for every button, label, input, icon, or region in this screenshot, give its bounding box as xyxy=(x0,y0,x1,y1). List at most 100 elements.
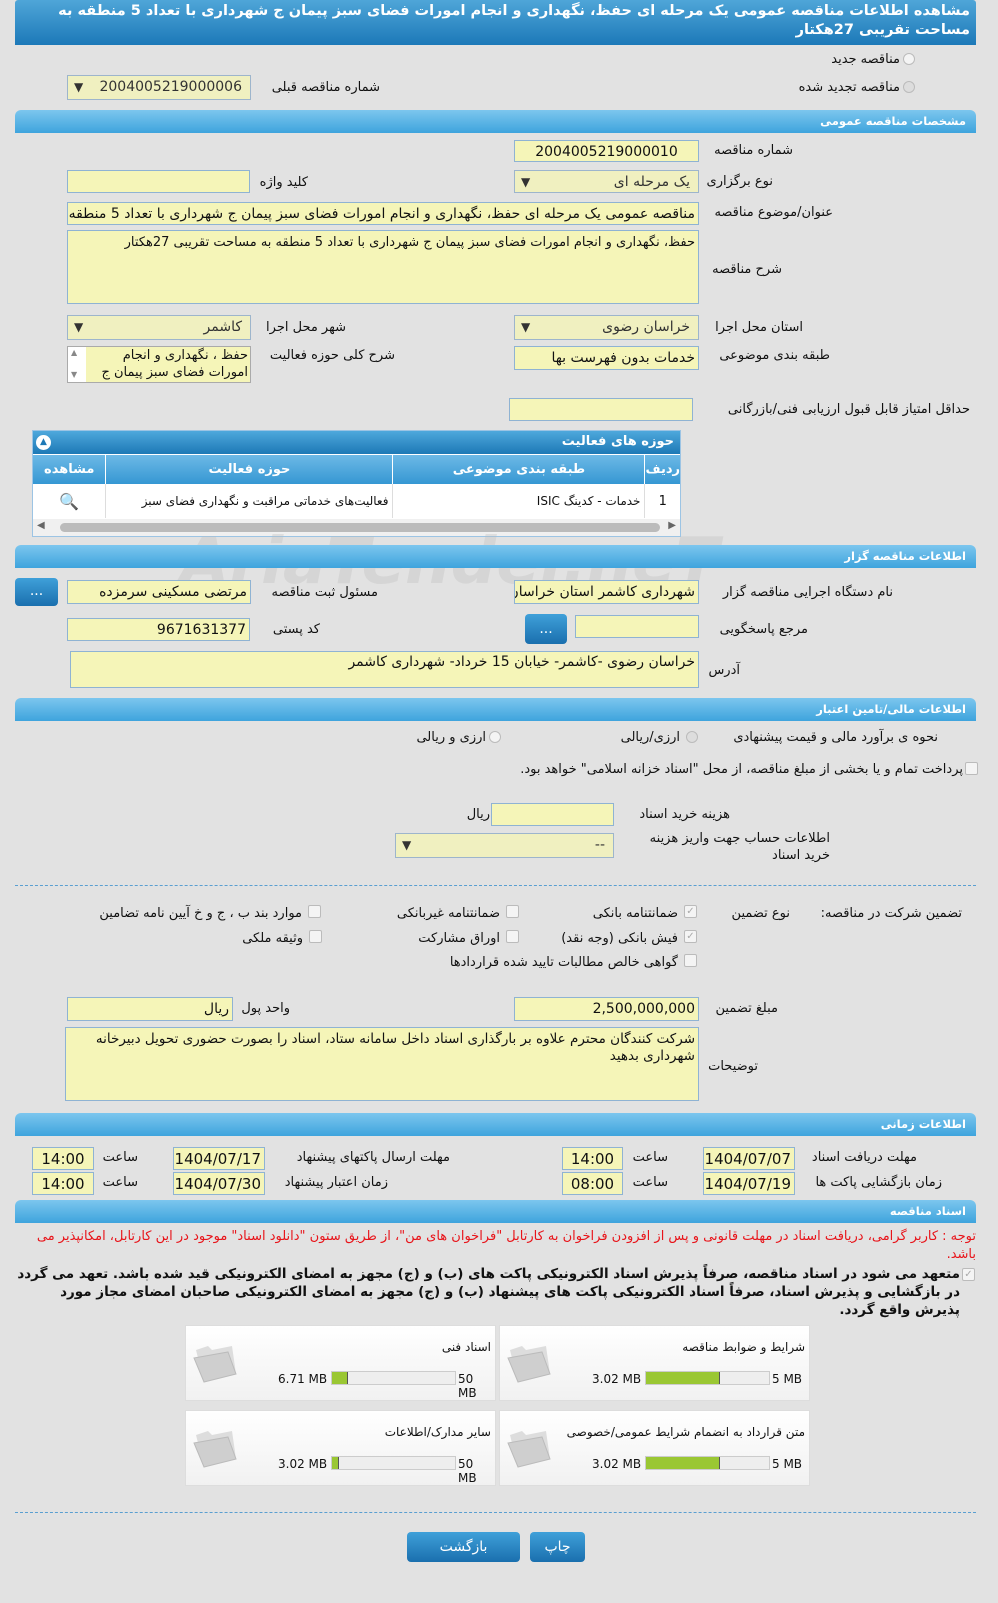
folder-icon[interactable] xyxy=(506,1340,554,1384)
doc-used-size: 3.02 MB xyxy=(592,1457,642,1471)
tender-number-field[interactable]: 2004005219000010 xyxy=(514,140,699,162)
account-label: اطلاعات حساب جهت واریز هزینه خرید اسناد xyxy=(649,831,830,863)
city-select[interactable]: کاشمر ▼ xyxy=(67,315,251,340)
estimate-rial-radio[interactable] xyxy=(686,731,698,743)
scroll-up-icon[interactable]: ▲ xyxy=(71,348,78,357)
responsible-field[interactable]: مرتضی مسکینی سرمزده xyxy=(67,580,251,604)
property-label: وثیقه ملکی xyxy=(242,931,303,946)
submit-label: مهلت ارسال پاکتهای پیشنهاد xyxy=(296,1150,450,1165)
org-field[interactable]: شهرداری کاشمر استان خراسان رضوی xyxy=(514,580,699,604)
col-area[interactable]: حوزه فعالیت xyxy=(105,455,393,484)
notes-textarea[interactable]: شرکت کنندگان محترم علاوه بر بارگذاری اسن… xyxy=(65,1027,699,1101)
keyword-field[interactable] xyxy=(67,170,250,193)
doc-usage-fill xyxy=(646,1457,721,1469)
doc-used-size: 3.02 MB xyxy=(278,1457,328,1471)
scroll-down-icon[interactable]: ▼ xyxy=(71,370,78,379)
print-button[interactable]: چاپ xyxy=(530,1532,585,1562)
holding-type-select[interactable]: یک مرحله ای ▼ xyxy=(514,170,699,193)
guarantee-amount-field[interactable]: 2,500,000,000 xyxy=(514,997,699,1021)
cash-receipt-checkbox[interactable]: ✓ xyxy=(684,930,697,943)
validity-time[interactable]: 14:00 xyxy=(32,1172,94,1195)
guarantee-amount-label: مبلغ تضمین xyxy=(715,1001,778,1016)
opening-time[interactable]: 08:00 xyxy=(562,1172,623,1195)
city-label: شهر محل اجرا xyxy=(266,320,346,335)
description-textarea[interactable]: حفظ، نگهداری و انجام امورات فضای سبز پیم… xyxy=(67,230,699,304)
regulation-items-label: موارد بند ب ، ج و خ آیین نامه تضامین xyxy=(99,906,302,921)
doc-receive-label: مهلت دریافت اسناد xyxy=(811,1150,917,1165)
new-tender-label: مناقصه جدید xyxy=(831,52,900,67)
submit-time[interactable]: 14:00 xyxy=(32,1147,94,1170)
prev-tender-select[interactable]: 2004005219000006 ▼ xyxy=(67,75,251,100)
scroll-right-icon[interactable]: ▶ xyxy=(668,520,676,531)
col-category[interactable]: طبقه بندی موضوعی xyxy=(392,455,645,484)
category-label: طبقه بندی موضوعی xyxy=(719,348,830,363)
general-section-header: مشخصات مناقصه عمومی xyxy=(15,110,976,133)
activity-label: شرح کلی حوزه فعالیت xyxy=(269,348,395,363)
bank-guarantee-checkbox[interactable]: ✓ xyxy=(684,905,697,918)
responsible-more-button[interactable]: ... xyxy=(15,578,58,606)
scroll-left-icon[interactable]: ◀ xyxy=(37,520,45,531)
doc-name: اسناد فنی xyxy=(441,1340,491,1354)
doc-receive-date[interactable]: 1404/07/07 xyxy=(703,1147,795,1170)
currency-field[interactable]: ریال xyxy=(67,997,233,1021)
doc-fee-label: هزینه خرید اسناد xyxy=(639,807,730,822)
finance-section-header: اطلاعات مالی/تامین اعتبار xyxy=(15,698,976,721)
doc-max-size: 5 MB xyxy=(772,1457,803,1471)
hour-label: ساعت xyxy=(102,1175,138,1190)
address-field[interactable]: خراسان رضوی -کاشمر- خیابان 15 خرداد- شهر… xyxy=(70,651,699,688)
subject-field[interactable]: مناقصه عمومی یک مرحله ای حفظ، نگهداری و … xyxy=(67,202,699,225)
submit-date[interactable]: 1404/07/17 xyxy=(173,1147,265,1170)
postal-code-field[interactable]: 9671631377 xyxy=(67,618,250,641)
doc-card[interactable]: سایر مدارک/اطلاعات 50 MB 3.02 MB xyxy=(185,1410,496,1486)
treasury-checkbox[interactable] xyxy=(965,762,978,775)
row-area: فعالیت‌های خدماتی مراقبت و نگهداری فضای … xyxy=(105,484,393,518)
doc-name: سایر مدارک/اطلاعات xyxy=(384,1425,491,1439)
collapse-icon[interactable]: ▲ xyxy=(36,435,51,450)
doc-card[interactable]: شرایط و ضوابط مناقصه 5 MB 3.02 MB xyxy=(499,1325,810,1401)
province-value: خراسان رضوی xyxy=(602,319,690,335)
doc-card[interactable]: اسناد فنی 50 MB 6.71 MB xyxy=(185,1325,496,1401)
subject-label: عنوان/موضوع مناقصه xyxy=(714,205,833,220)
opening-date[interactable]: 1404/07/19 xyxy=(703,1172,795,1195)
renewed-tender-radio[interactable] xyxy=(903,81,915,93)
account-value: -- xyxy=(594,837,605,853)
commitment-checkbox[interactable]: ✓ xyxy=(962,1268,975,1281)
reference-label: مرجع پاسخگویی xyxy=(719,622,808,637)
doc-usage-bar xyxy=(331,1456,456,1470)
doc-usage-bar xyxy=(645,1371,770,1385)
documents-section-header: اسناد مناقصه xyxy=(15,1200,976,1223)
validity-date[interactable]: 1404/07/30 xyxy=(173,1172,265,1195)
doc-receive-time[interactable]: 14:00 xyxy=(562,1147,623,1170)
folder-icon[interactable] xyxy=(192,1340,240,1384)
col-view[interactable]: مشاهده xyxy=(44,462,95,477)
new-tender-radio[interactable] xyxy=(903,53,915,65)
nonbank-guarantee-checkbox[interactable] xyxy=(506,905,519,918)
doc-fee-field[interactable] xyxy=(491,803,614,826)
description-label: شرح مناقصه xyxy=(712,262,782,277)
receivables-checkbox[interactable] xyxy=(684,954,697,967)
min-score-field[interactable] xyxy=(509,398,693,421)
estimate-label: نحوه ی برآورد مالی و قیمت پیشنهادی xyxy=(733,730,938,745)
bonds-checkbox[interactable] xyxy=(506,930,519,943)
prev-tender-label: شماره مناقصه قبلی xyxy=(271,80,380,95)
estimate-both-radio[interactable] xyxy=(489,731,501,743)
reference-field[interactable] xyxy=(575,615,699,638)
account-select[interactable]: -- ▼ xyxy=(395,833,614,858)
horizontal-scrollbar[interactable]: ◀ ▶ xyxy=(33,519,680,536)
responsible-label: مسئول ثبت مناقصه xyxy=(271,585,378,600)
folder-icon[interactable] xyxy=(192,1425,240,1469)
activity-listbox[interactable]: حفظ ، نگهداری و انجام امورات فضای سبز پی… xyxy=(67,346,251,383)
province-select[interactable]: خراسان رضوی ▼ xyxy=(514,315,699,340)
category-field[interactable]: خدمات بدون فهرست بها xyxy=(514,346,699,370)
col-row[interactable]: ردیف xyxy=(644,455,680,484)
opening-label: زمان بازگشایی پاکت ها xyxy=(815,1175,942,1190)
magnifier-icon[interactable]: 🔍 xyxy=(59,491,80,511)
folder-icon[interactable] xyxy=(506,1425,554,1469)
back-button[interactable]: بازگشت xyxy=(407,1532,520,1562)
property-checkbox[interactable] xyxy=(309,930,322,943)
regulation-items-checkbox[interactable] xyxy=(308,905,321,918)
scrollbar-thumb[interactable] xyxy=(60,523,660,532)
doc-usage-bar xyxy=(645,1456,770,1470)
doc-card[interactable]: متن قرارداد به انضمام شرایط عمومی/خصوصی … xyxy=(499,1410,810,1486)
reference-more-button[interactable]: ... xyxy=(525,614,567,644)
